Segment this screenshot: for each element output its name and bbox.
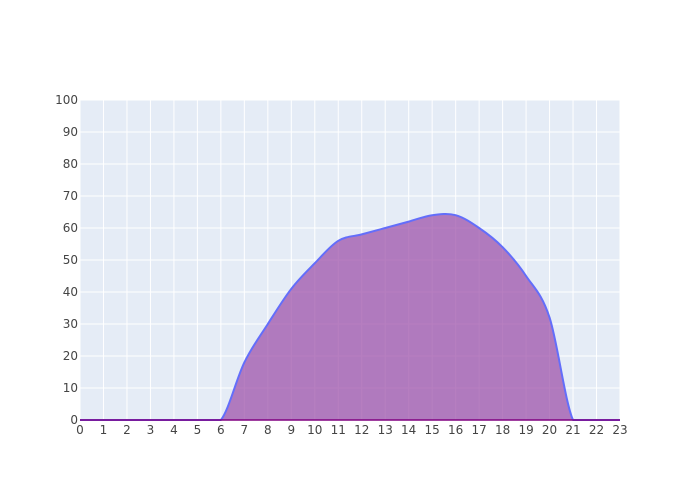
- y-tick-label: 100: [55, 93, 78, 107]
- series-area-fill: [80, 213, 620, 420]
- x-tick-label: 17: [471, 423, 486, 437]
- x-tick-label: 19: [518, 423, 533, 437]
- x-tick-label: 0: [76, 423, 84, 437]
- y-tick-label: 10: [63, 381, 78, 395]
- x-tick-label: 3: [147, 423, 155, 437]
- x-tick-label: 18: [495, 423, 510, 437]
- tick-labels: 0 1 2 3 4 5 6 7 8 9 10 11 12 13 14 15 16 17 18 19 20 21 22 2301…: [55, 93, 628, 437]
- x-tick-label: 9: [287, 423, 295, 437]
- x-tick-label: 8: [264, 423, 272, 437]
- x-tick-label: 5: [194, 423, 202, 437]
- x-tick-label: 14: [401, 423, 416, 437]
- x-tick-label: 7: [241, 423, 249, 437]
- x-tick-label: 10: [307, 423, 322, 437]
- x-tick-label: 4: [170, 423, 178, 437]
- y-tick-label: 90: [63, 125, 78, 139]
- y-tick-label: 20: [63, 349, 78, 363]
- y-tick-label: 30: [63, 317, 78, 331]
- x-tick-label: 16: [448, 423, 463, 437]
- y-tick-label: 0: [70, 413, 78, 427]
- x-tick-label: 2: [123, 423, 131, 437]
- x-tick-label: 6: [217, 423, 225, 437]
- y-tick-label: 70: [63, 189, 78, 203]
- y-tick-label: 80: [63, 157, 78, 171]
- x-tick-label: 12: [354, 423, 369, 437]
- x-tick-label: 13: [378, 423, 393, 437]
- x-tick-label: 20: [542, 423, 557, 437]
- y-tick-label: 50: [63, 253, 78, 267]
- y-tick-label: 60: [63, 221, 78, 235]
- x-tick-label: 23: [612, 423, 627, 437]
- x-tick-label: 11: [331, 423, 346, 437]
- x-tick-label: 22: [589, 423, 604, 437]
- x-tick-label: 15: [425, 423, 440, 437]
- x-tick-label: 1: [100, 423, 108, 437]
- x-tick-label: 21: [565, 423, 580, 437]
- y-tick-label: 40: [63, 285, 78, 299]
